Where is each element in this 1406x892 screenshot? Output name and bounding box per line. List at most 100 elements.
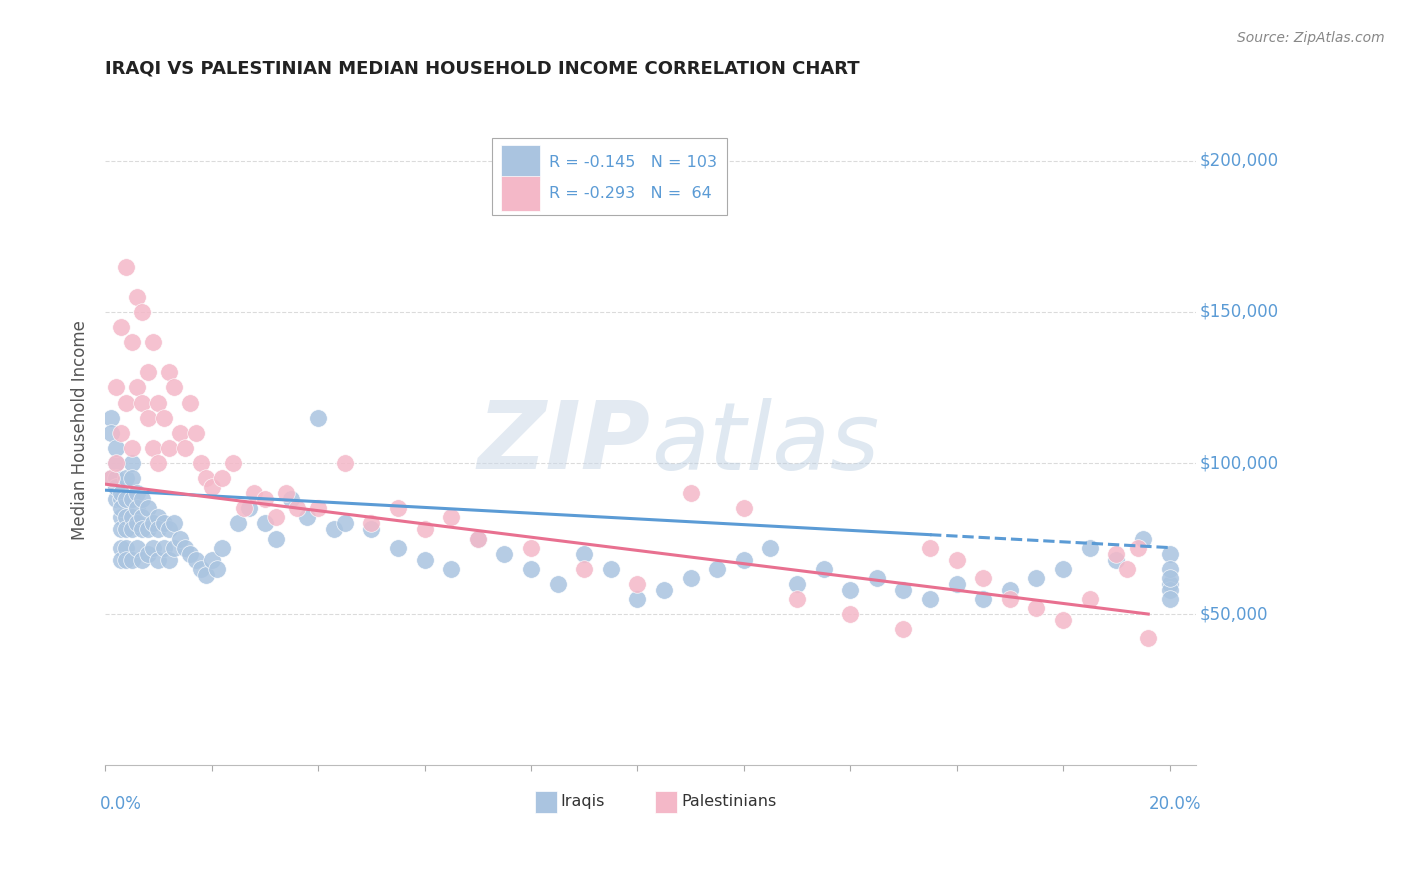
Point [264, 532, 287, 546]
Point [839, 582, 862, 597]
Point [1105, 547, 1128, 561]
Point [115, 395, 138, 409]
Point [243, 486, 266, 500]
Point [110, 320, 132, 334]
Point [918, 591, 941, 606]
Point [360, 523, 382, 537]
Point [226, 516, 249, 531]
Point [494, 547, 516, 561]
Text: Source: ZipAtlas.com: Source: ZipAtlas.com [1237, 31, 1385, 45]
Point [195, 471, 218, 485]
Point [110, 541, 132, 555]
Point [148, 552, 170, 566]
Point [679, 486, 702, 500]
Point [179, 395, 201, 409]
Point [190, 562, 212, 576]
Y-axis label: Median Household Income: Median Household Income [72, 320, 89, 540]
FancyBboxPatch shape [492, 138, 727, 215]
Point [413, 523, 436, 537]
Point [333, 456, 356, 470]
Point [131, 552, 153, 566]
Point [157, 523, 180, 537]
Point [110, 523, 132, 537]
Point [127, 380, 149, 394]
Point [945, 552, 967, 566]
Point [1078, 591, 1101, 606]
Text: 20.0%: 20.0% [1149, 796, 1202, 814]
Point [652, 582, 675, 597]
Point [1052, 562, 1074, 576]
Point [148, 395, 170, 409]
Point [1132, 532, 1154, 546]
Point [157, 441, 180, 455]
Point [998, 591, 1021, 606]
Point [163, 541, 186, 555]
FancyBboxPatch shape [655, 790, 676, 814]
Point [100, 425, 122, 440]
Point [679, 571, 702, 585]
Point [127, 290, 149, 304]
Point [152, 410, 174, 425]
Point [115, 260, 138, 274]
Text: $200,000: $200,000 [1199, 152, 1278, 169]
Point [104, 456, 127, 470]
Point [1052, 613, 1074, 627]
Point [1025, 571, 1047, 585]
Point [121, 552, 143, 566]
Point [110, 501, 132, 516]
Point [100, 471, 122, 485]
Point [100, 471, 122, 485]
Point [733, 552, 755, 566]
Point [104, 380, 127, 394]
Point [1159, 547, 1181, 561]
Point [142, 516, 165, 531]
Point [136, 365, 159, 379]
Point [1159, 562, 1181, 576]
Point [142, 541, 165, 555]
Point [253, 516, 276, 531]
Point [1116, 562, 1139, 576]
Point [1159, 577, 1181, 591]
Point [387, 501, 409, 516]
Point [572, 547, 595, 561]
Point [264, 510, 287, 524]
Point [152, 541, 174, 555]
Point [1159, 582, 1181, 597]
Point [572, 562, 595, 576]
FancyBboxPatch shape [501, 176, 540, 211]
Point [253, 492, 276, 507]
Point [174, 541, 197, 555]
Point [467, 532, 489, 546]
Point [127, 516, 149, 531]
Point [110, 492, 132, 507]
Point [413, 552, 436, 566]
Point [157, 365, 180, 379]
Point [127, 486, 149, 500]
Point [1078, 541, 1101, 555]
Point [157, 552, 180, 566]
Point [201, 480, 224, 494]
Point [115, 541, 138, 555]
Point [115, 492, 138, 507]
Point [276, 486, 298, 500]
Point [110, 486, 132, 500]
Point [195, 567, 218, 582]
Point [232, 501, 254, 516]
Point [733, 501, 755, 516]
Point [972, 571, 994, 585]
Point [440, 510, 463, 524]
Text: IRAQI VS PALESTINIAN MEDIAN HOUSEHOLD INCOME CORRELATION CHART: IRAQI VS PALESTINIAN MEDIAN HOUSEHOLD IN… [105, 60, 860, 78]
Point [121, 523, 143, 537]
Point [136, 501, 159, 516]
Point [104, 480, 127, 494]
Point [626, 577, 648, 591]
Point [205, 562, 228, 576]
Point [104, 492, 127, 507]
Point [121, 471, 143, 485]
Point [127, 501, 149, 516]
Point [945, 577, 967, 591]
Point [104, 441, 127, 455]
Text: $50,000: $50,000 [1199, 605, 1268, 623]
Point [190, 456, 212, 470]
Point [786, 591, 808, 606]
